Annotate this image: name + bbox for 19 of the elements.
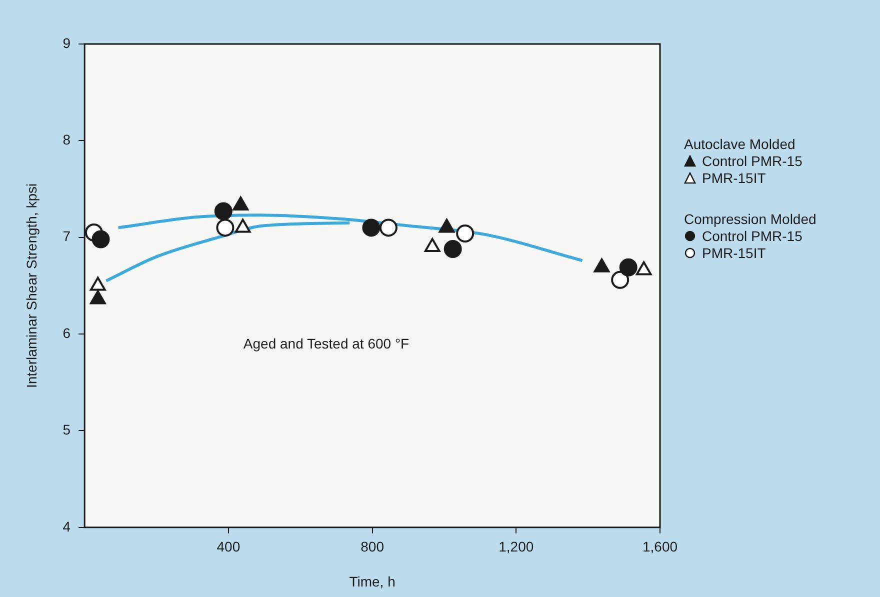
y-tick-label: 4	[62, 518, 71, 534]
legend-label: PMR-15IT	[701, 245, 767, 262]
y-tick-label: 5	[62, 422, 71, 438]
x-axis-title: Time, h	[349, 573, 396, 590]
x-tick-label: 400	[216, 538, 240, 555]
y-tick-label: 6	[62, 324, 71, 341]
legend-label: PMR-15IT	[701, 170, 767, 187]
text: Compression Molded	[684, 211, 816, 228]
x-tick-label: 1,600	[642, 538, 678, 555]
y-tick-label: 9	[62, 34, 71, 51]
legend-label: Control PMR-15	[701, 228, 804, 245]
annotation: Aged and Tested at 600 °F	[243, 336, 410, 352]
x-tick-label: 800	[360, 538, 384, 555]
x-tick-label: 1,200	[498, 538, 534, 555]
legend-label: Control PMR-15	[701, 153, 804, 170]
y-axis-title: Interlaminar Shear Strength, kpsi	[23, 183, 40, 388]
y-tick-label: 8	[62, 132, 71, 148]
text: Autoclave Molded	[684, 136, 796, 153]
y-tick-label: 7	[62, 228, 71, 244]
